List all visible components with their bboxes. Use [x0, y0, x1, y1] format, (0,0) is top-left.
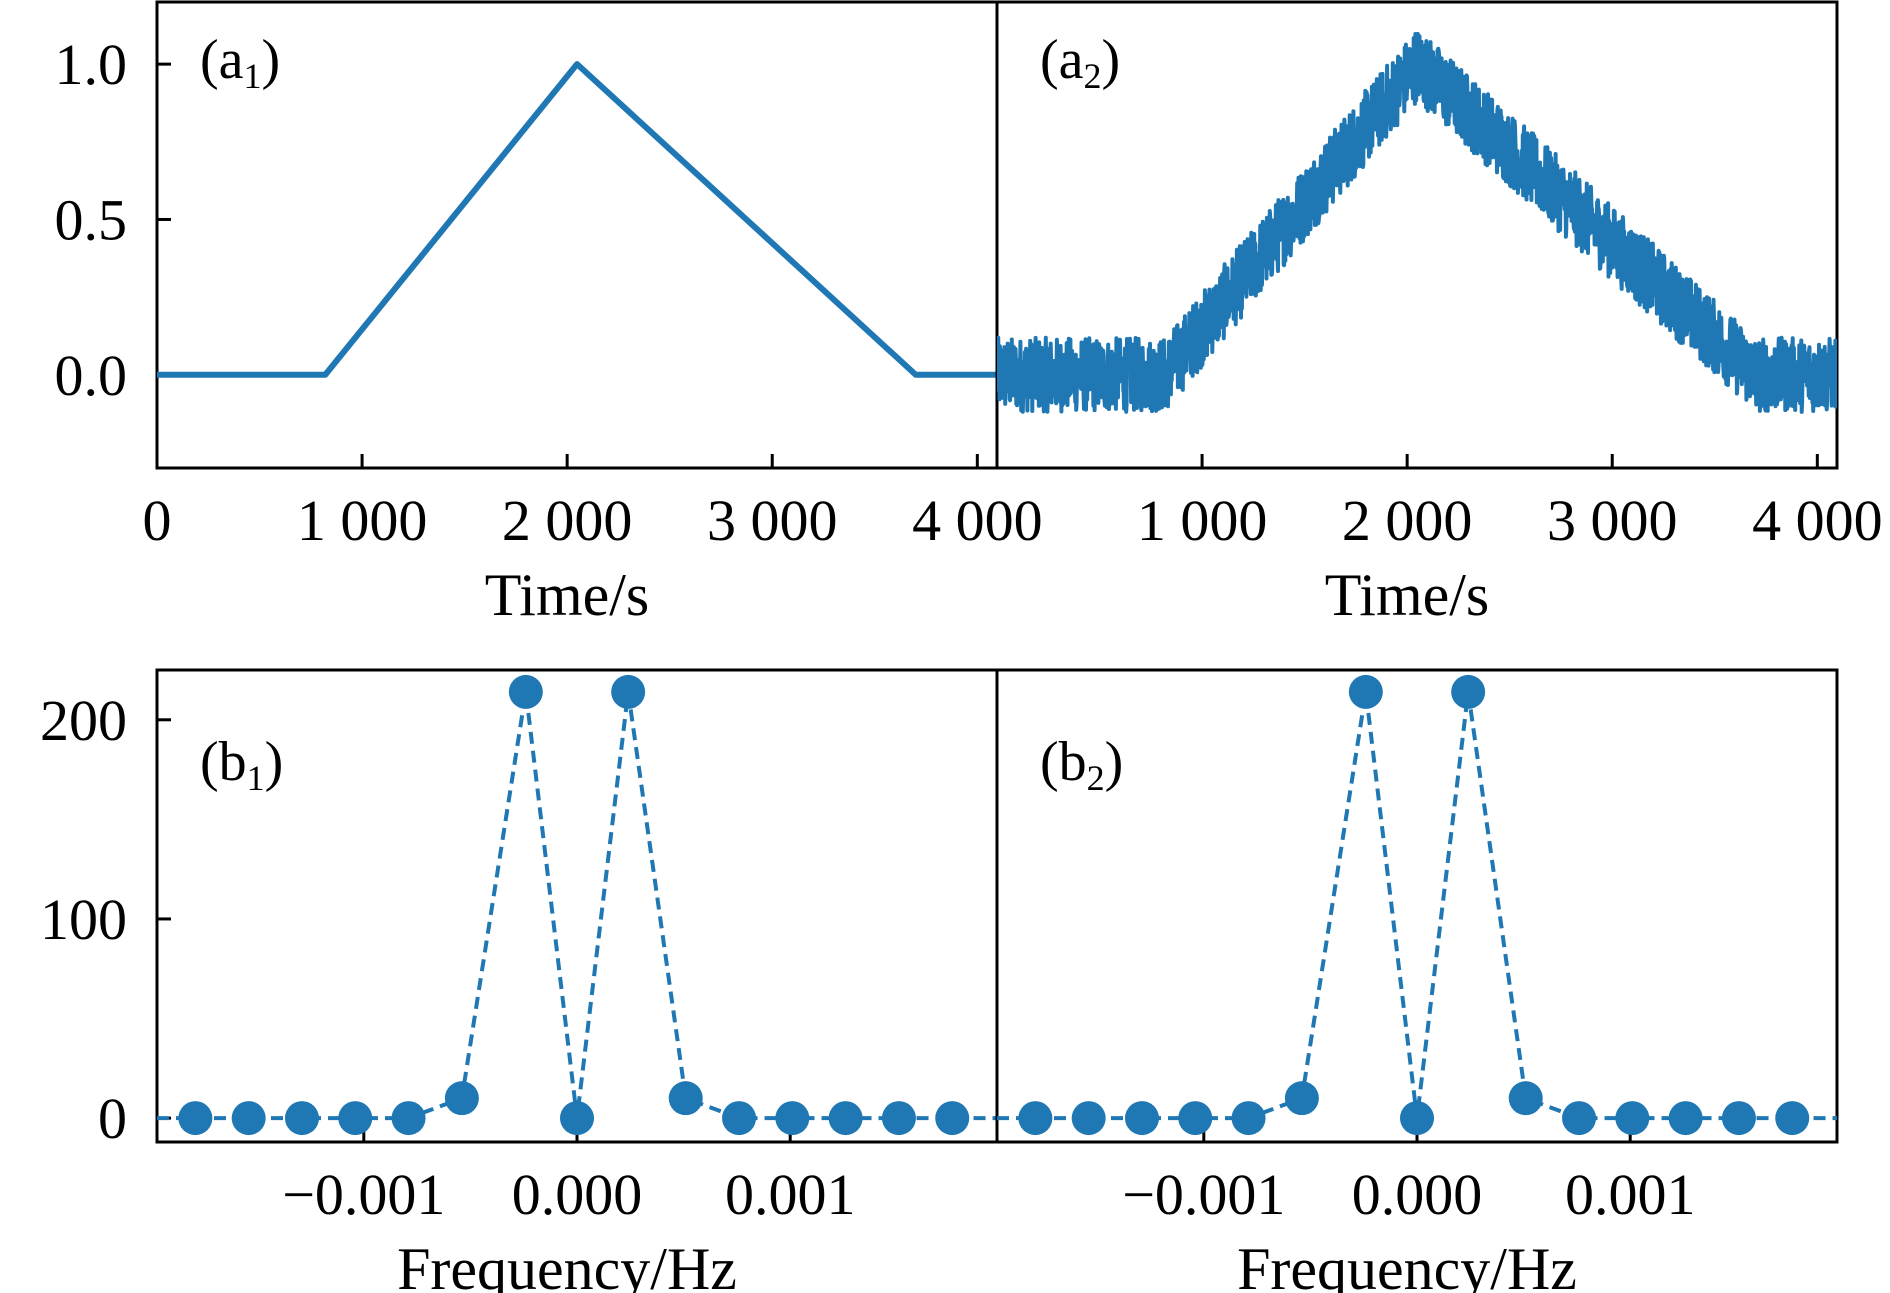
y-tick-label: 100 [40, 887, 127, 952]
panel-a1: 0 1 000 2 000 3 000 4 000 0.0 0.5 1.0 Time/s (a1) [55, 0, 1043, 628]
series-line [157, 61, 997, 378]
x-axis-label: Frequency/Hz [397, 1236, 737, 1293]
panel-a2: 1 000 2 000 3 000 4 000 Time/s (a2) [995, 0, 1883, 628]
data-point [444, 1081, 479, 1116]
data-point [1071, 1101, 1106, 1136]
x-tick-label: 4 000 [912, 488, 1043, 553]
data-point [828, 1101, 863, 1136]
y-tick-label: 1.0 [55, 32, 128, 97]
data-point [560, 1101, 594, 1136]
data-point [1124, 1101, 1159, 1136]
data-point [1562, 1101, 1597, 1136]
x-tick-label: 2 000 [1342, 488, 1473, 553]
x-tick-label: 0 [143, 488, 172, 553]
data-point [231, 1101, 266, 1136]
data-point [1178, 1101, 1213, 1136]
x-tick-label: −0.001 [1122, 1162, 1285, 1227]
plot-frame [155, 0, 999, 470]
x-tick-label: 0.000 [512, 1162, 643, 1227]
x-tick-label: −0.001 [282, 1162, 445, 1227]
data-point [284, 1101, 319, 1136]
panel-b2: −0.001 0.000 0.001 Frequency/Hz (b2) [995, 668, 1839, 1293]
plot-frame [995, 0, 1839, 470]
data-point [881, 1101, 916, 1136]
data-point [668, 1081, 703, 1116]
x-tick-label: 0.001 [725, 1162, 856, 1227]
data-point [1231, 1101, 1266, 1136]
data-point [935, 1101, 970, 1136]
panel-label: (a2) [1040, 29, 1120, 96]
data-point [1508, 1081, 1543, 1116]
x-tick-label: 1 000 [1137, 488, 1268, 553]
panel-b1: −0.001 0.000 0.001 0 100 200 Frequency/Hz (b1) [40, 668, 999, 1293]
y-tick-label: 0.5 [55, 187, 128, 252]
panel-label: (b2) [1040, 731, 1123, 798]
data-point [722, 1101, 757, 1136]
x-axis-label: Time/s [1325, 562, 1490, 628]
data-point [1400, 1101, 1434, 1136]
data-point [391, 1101, 426, 1136]
x-tick-label: 3 000 [707, 488, 838, 553]
data-point [338, 1101, 373, 1136]
x-axis-label: Time/s [485, 562, 650, 628]
panel-label: (a1) [200, 29, 280, 96]
data-point [775, 1101, 810, 1136]
x-tick-label: 0.001 [1565, 1162, 1696, 1227]
data-point [1451, 674, 1486, 709]
x-tick-label: 3 000 [1547, 488, 1678, 553]
data-point [1615, 1101, 1650, 1136]
y-tick-label: 200 [40, 688, 127, 753]
series-line [997, 32, 1837, 414]
panel-label: (b1) [200, 731, 283, 798]
data-point [1668, 1101, 1703, 1136]
data-point [1018, 1101, 1053, 1136]
data-point [1348, 674, 1383, 709]
data-point [178, 1101, 213, 1136]
x-tick-label: 2 000 [502, 488, 633, 553]
data-point [1721, 1101, 1756, 1136]
data-point [1284, 1081, 1319, 1116]
y-tick-label: 0 [98, 1086, 127, 1151]
data-point [508, 674, 543, 709]
data-point [1775, 1101, 1810, 1136]
x-tick-label: 0.000 [1352, 1162, 1483, 1227]
x-tick-label: 4 000 [1752, 488, 1883, 553]
x-axis-label: Frequency/Hz [1237, 1236, 1577, 1293]
y-tick-label: 0.0 [55, 343, 128, 408]
data-point [611, 674, 646, 709]
x-tick-label: 1 000 [297, 488, 428, 553]
